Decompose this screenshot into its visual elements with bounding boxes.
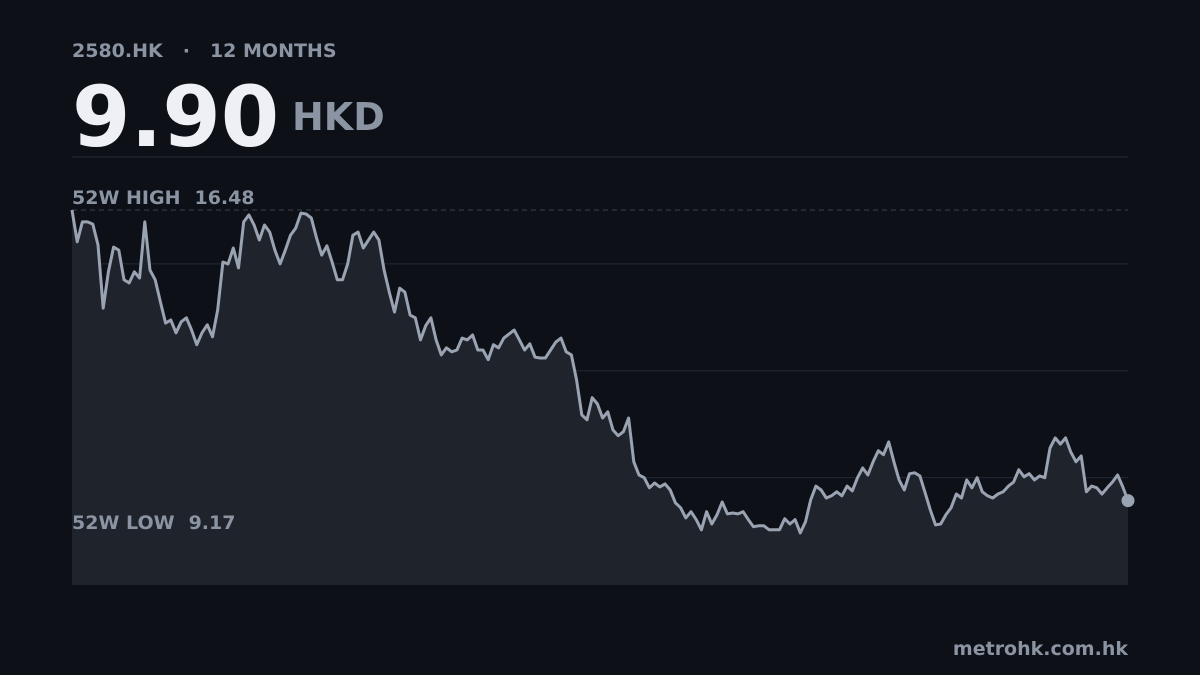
plot: 52W HIGH 16.48 52W LOW 9.17: [70, 187, 1135, 585]
area: [72, 210, 1128, 585]
separator: ·: [183, 40, 190, 62]
price-line: [70, 209, 1130, 535]
low-title: 52W LOW: [72, 512, 175, 534]
low-label: 52W LOW 9.17: [72, 512, 235, 534]
footer: metrohk.com.hk: [953, 638, 1128, 660]
high-title: 52W HIGH: [72, 187, 180, 209]
high-label: 52W HIGH 16.48: [72, 187, 255, 209]
ticker: 2580.HK: [72, 40, 164, 62]
high-value: 16.48: [194, 187, 254, 209]
low-value: 9.17: [189, 512, 236, 534]
last-point: [1121, 494, 1135, 508]
header-line: 2580.HK · 12 MONTHS: [72, 40, 337, 62]
price: 9.90: [72, 68, 279, 166]
period: 12 MONTHS: [210, 40, 337, 62]
currency: HKD: [292, 95, 385, 139]
